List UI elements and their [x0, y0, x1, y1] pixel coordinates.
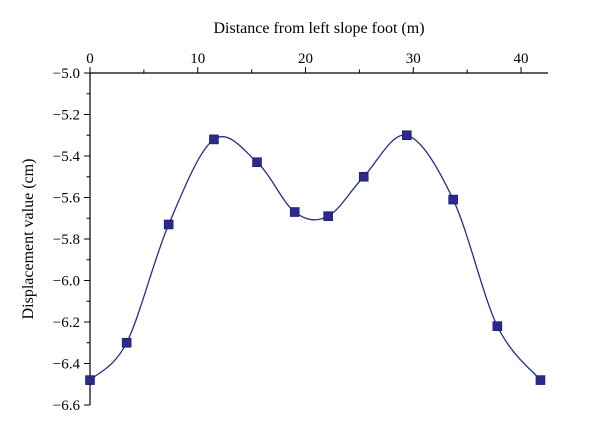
x-tick-label: 20: [298, 51, 313, 67]
data-point-marker: [492, 321, 503, 331]
data-point-marker: [252, 157, 262, 168]
data-point-marker: [209, 134, 219, 145]
x-tick-label: 40: [514, 51, 529, 67]
x-axis-title: Distance from left slope foot (m): [213, 20, 424, 37]
y-tick-label: −5.4: [53, 149, 81, 165]
x-tick-label: 10: [190, 51, 205, 67]
y-tick-label: −5.8: [53, 232, 80, 248]
y-tick-label: −6.6: [53, 398, 81, 414]
data-point-marker: [85, 375, 95, 385]
data-point-marker: [535, 375, 546, 385]
y-axis-title: Displacement value (cm): [20, 159, 37, 320]
y-tick-label: −5.2: [53, 108, 80, 124]
y-ticks-group: −5.0 −5.2 −5.4 −5.6 −5.8 −6.0 −6.2 −6.4 −6.6: [53, 66, 90, 414]
x-tick-label: 30: [406, 51, 421, 67]
series-line: [89, 134, 541, 381]
x-tick-label: 0: [86, 51, 94, 67]
series-layer: [85, 130, 546, 385]
data-point-marker: [323, 211, 333, 221]
x-ticks-group: 0 10 20 30 40: [86, 51, 529, 73]
data-point-marker: [121, 337, 132, 348]
data-point-marker: [402, 130, 412, 141]
y-tick-label: −6.2: [53, 315, 80, 331]
y-tick-label: −6.0: [53, 274, 80, 290]
data-point-marker: [448, 194, 458, 205]
y-tick-label: −5.6: [53, 191, 81, 207]
axes-group: [89, 72, 548, 405]
y-tick-label: −5.0: [53, 66, 80, 82]
data-point-marker: [358, 171, 369, 182]
data-point-marker: [163, 219, 174, 230]
data-point-marker: [289, 207, 300, 217]
y-tick-label: −6.4: [53, 357, 81, 373]
